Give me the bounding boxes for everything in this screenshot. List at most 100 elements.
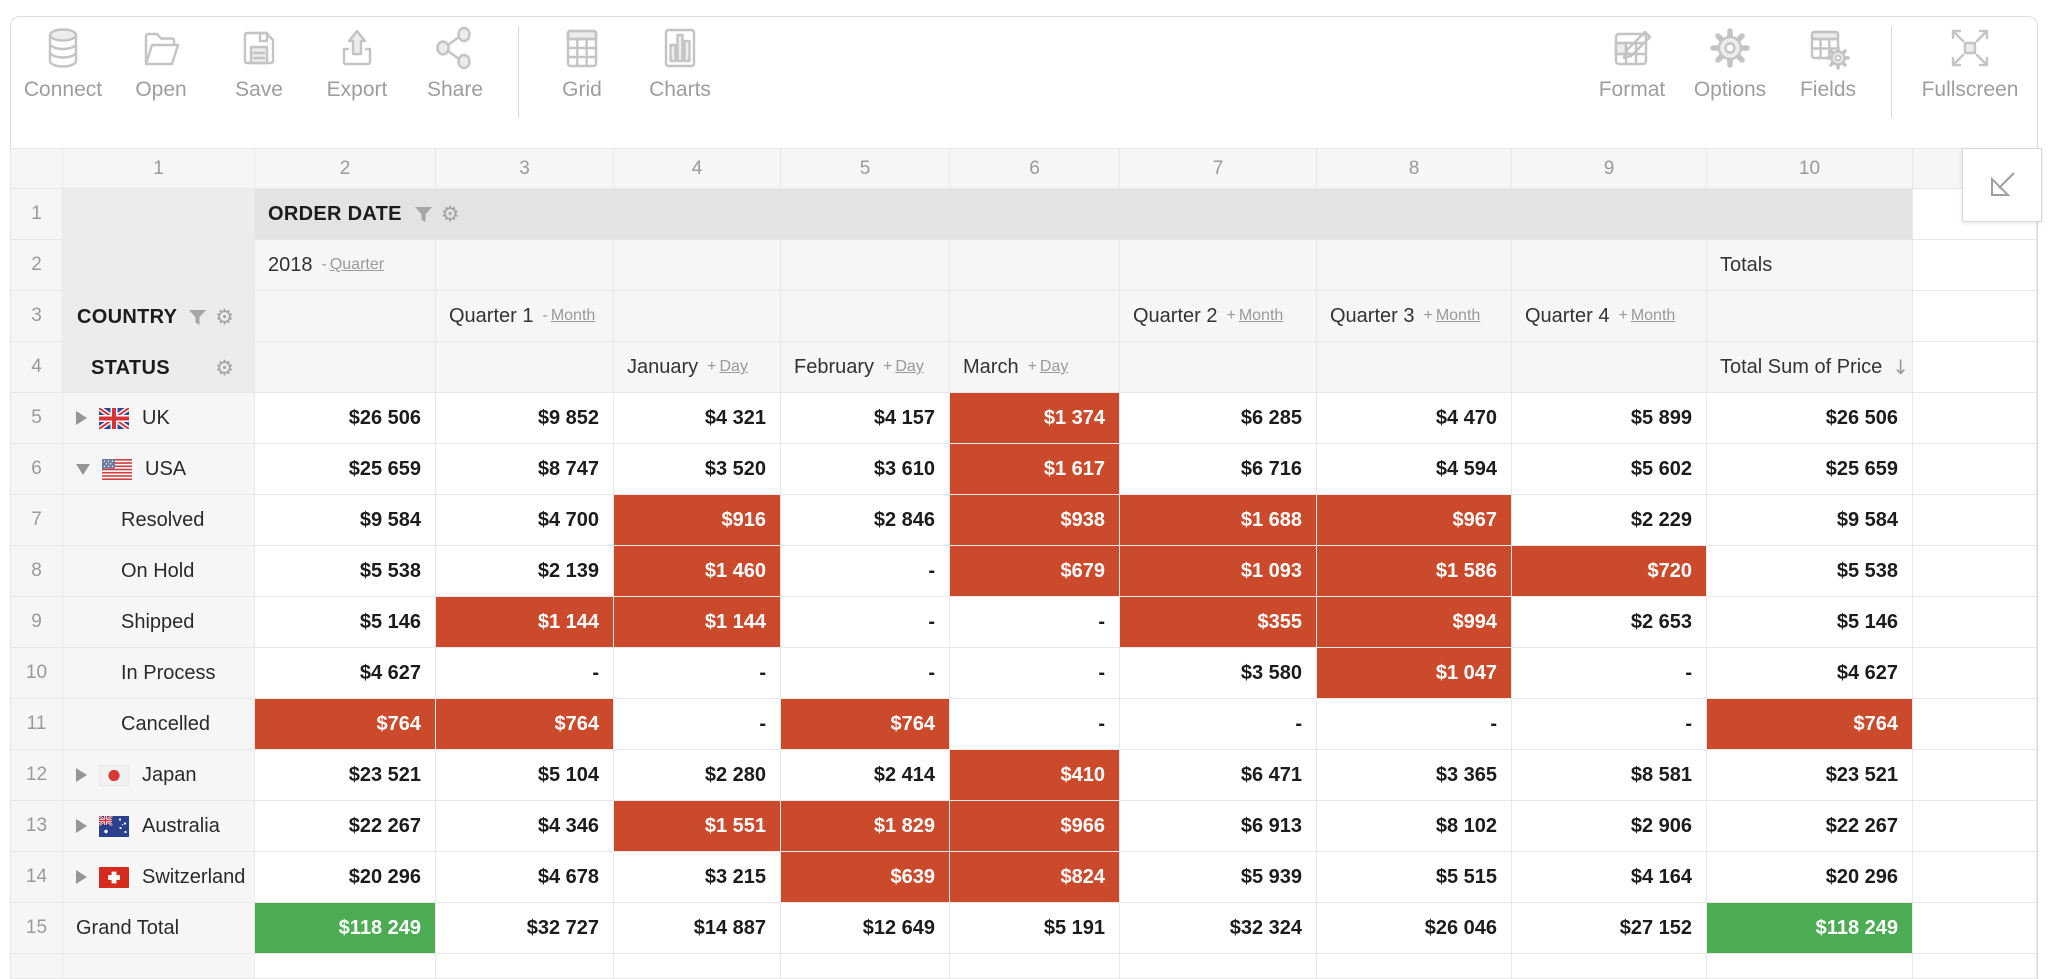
row-label-cell[interactable]: USA (62, 443, 255, 495)
value-cell[interactable]: - (1316, 698, 1512, 750)
grid-view-button[interactable]: Grid (533, 24, 631, 102)
options-button[interactable]: Options (1681, 24, 1779, 102)
value-cell[interactable]: - (780, 545, 950, 597)
month-drill-link[interactable]: Month (1238, 307, 1284, 324)
row-label-cell[interactable]: Japan (62, 749, 255, 801)
value-cell[interactable]: $32 324 (1119, 902, 1317, 954)
value-cell[interactable]: $5 191 (949, 902, 1120, 954)
value-cell[interactable]: $2 846 (780, 494, 950, 546)
value-cell[interactable]: - (780, 596, 950, 648)
quarter4-header-cell[interactable]: Quarter 4 + Month (1511, 290, 1707, 342)
value-cell[interactable]: $2 139 (435, 545, 614, 597)
value-cell[interactable]: - (613, 647, 781, 699)
value-cell[interactable]: $2 229 (1511, 494, 1707, 546)
value-cell[interactable]: $26 506 (1706, 392, 1913, 444)
value-cell[interactable]: $22 267 (1706, 800, 1913, 852)
connect-button[interactable]: Connect (14, 24, 112, 102)
value-cell[interactable]: $2 653 (1511, 596, 1707, 648)
format-button[interactable]: Format (1583, 24, 1681, 102)
quarter3-header-cell[interactable]: Quarter 3 + Month (1316, 290, 1512, 342)
value-cell[interactable]: $679 (949, 545, 1120, 597)
march-header-cell[interactable]: March + Day (949, 341, 1120, 393)
value-cell[interactable]: $25 659 (1706, 443, 1913, 495)
value-cell[interactable]: - (1511, 698, 1707, 750)
value-cell[interactable]: $14 887 (613, 902, 781, 954)
value-cell[interactable]: $32 727 (435, 902, 614, 954)
value-cell[interactable]: $4 157 (780, 392, 950, 444)
value-cell[interactable]: $2 906 (1511, 800, 1707, 852)
value-cell[interactable]: $966 (949, 800, 1120, 852)
row-label-cell[interactable]: UK (62, 392, 255, 444)
value-cell[interactable]: $824 (949, 851, 1120, 903)
value-cell[interactable]: $2 280 (613, 749, 781, 801)
value-cell[interactable]: $3 580 (1119, 647, 1317, 699)
day-drill-link[interactable]: Day (1039, 358, 1069, 375)
value-cell[interactable]: - (949, 596, 1120, 648)
value-cell[interactable]: $6 716 (1119, 443, 1317, 495)
value-cell[interactable]: $20 296 (254, 851, 436, 903)
quarter1-header-cell[interactable]: Quarter 1 - Month (435, 290, 614, 342)
value-cell[interactable]: $8 581 (1511, 749, 1707, 801)
gear-icon[interactable]: ⚙ (440, 201, 460, 226)
order-date-field[interactable]: ORDER DATE ⚙ (254, 188, 1913, 240)
value-cell[interactable]: $938 (949, 494, 1120, 546)
value-cell[interactable]: $5 146 (254, 596, 436, 648)
value-cell[interactable]: $26 506 (254, 392, 436, 444)
gear-icon[interactable]: ⚙ (215, 305, 234, 329)
month-drill-link[interactable]: Month (550, 307, 596, 324)
value-cell[interactable]: $23 521 (1706, 749, 1913, 801)
value-cell[interactable]: $764 (254, 698, 436, 750)
expand-toggle-icon[interactable] (76, 411, 87, 425)
value-cell[interactable]: $8 102 (1316, 800, 1512, 852)
value-cell[interactable]: $764 (1706, 698, 1913, 750)
value-cell[interactable]: - (613, 698, 781, 750)
value-cell[interactable]: $5 939 (1119, 851, 1317, 903)
status-field[interactable]: STATUS ⚙ (64, 343, 254, 392)
day-drill-link[interactable]: Day (895, 358, 924, 375)
month-drill-link[interactable]: Month (1435, 307, 1481, 324)
quarter-drill-link[interactable]: Quarter (329, 256, 385, 273)
value-cell[interactable]: $9 852 (435, 392, 614, 444)
month-drill-link[interactable]: Month (1630, 307, 1676, 324)
value-cell[interactable]: - (949, 698, 1120, 750)
value-cell[interactable]: $4 470 (1316, 392, 1512, 444)
value-cell[interactable]: $1 617 (949, 443, 1120, 495)
value-cell[interactable]: $4 700 (435, 494, 614, 546)
value-cell[interactable]: $9 584 (1706, 494, 1913, 546)
value-cell[interactable]: $9 584 (254, 494, 436, 546)
value-cell[interactable]: $23 521 (254, 749, 436, 801)
expand-toggle-icon[interactable] (76, 768, 87, 782)
value-cell[interactable]: $1 374 (949, 392, 1120, 444)
value-cell[interactable]: $1 144 (435, 596, 614, 648)
save-button[interactable]: Save (210, 24, 308, 102)
value-cell[interactable]: $1 551 (613, 800, 781, 852)
value-cell[interactable]: $4 164 (1511, 851, 1707, 903)
value-cell[interactable]: $6 471 (1119, 749, 1317, 801)
value-cell[interactable]: $1 093 (1119, 545, 1317, 597)
value-cell[interactable]: $5 602 (1511, 443, 1707, 495)
value-cell[interactable]: $5 538 (254, 545, 436, 597)
filter-icon[interactable] (188, 309, 207, 326)
value-cell[interactable]: $4 627 (1706, 647, 1913, 699)
value-cell[interactable]: $4 346 (435, 800, 614, 852)
value-cell[interactable]: $355 (1119, 596, 1317, 648)
export-button[interactable]: Export (308, 24, 406, 102)
value-cell[interactable]: $4 594 (1316, 443, 1512, 495)
value-cell[interactable]: - (1511, 647, 1707, 699)
february-header-cell[interactable]: February + Day (780, 341, 950, 393)
share-button[interactable]: Share (406, 24, 504, 102)
value-cell[interactable]: $3 365 (1316, 749, 1512, 801)
value-cell[interactable]: $639 (780, 851, 950, 903)
collapse-grid-button[interactable] (1962, 148, 2042, 222)
sort-desc-icon[interactable]: ↓ (1892, 355, 1910, 379)
value-cell[interactable]: $720 (1511, 545, 1707, 597)
expand-toggle-icon[interactable] (76, 870, 87, 884)
value-cell[interactable]: $1 586 (1316, 545, 1512, 597)
value-cell[interactable]: $6 285 (1119, 392, 1317, 444)
value-cell[interactable]: $3 610 (780, 443, 950, 495)
value-cell[interactable]: $4 627 (254, 647, 436, 699)
day-drill-link[interactable]: Day (719, 358, 748, 375)
value-cell[interactable]: $4 678 (435, 851, 614, 903)
measure-header-cell[interactable]: Total Sum of Price ↓ (1706, 341, 1913, 393)
value-cell[interactable]: $27 152 (1511, 902, 1707, 954)
